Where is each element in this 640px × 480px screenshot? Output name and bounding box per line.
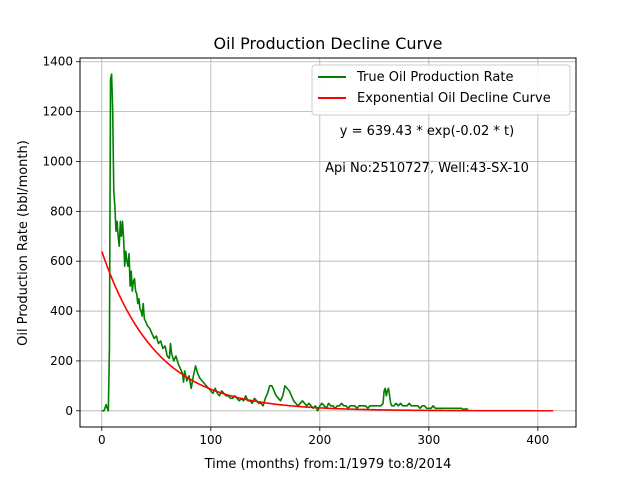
legend: True Oil Production Rate Exponential Oil… — [311, 64, 571, 116]
x-tick-label: 300 — [417, 433, 440, 447]
series-line-true-oil-production-rate — [101, 73, 469, 412]
y-tick-label: 1400 — [42, 55, 73, 69]
legend-label-true-rate: True Oil Production Rate — [356, 70, 513, 85]
legend-box — [311, 64, 571, 116]
y-tick-label: 800 — [50, 204, 73, 218]
plot-frame — [79, 57, 577, 428]
tick-layer: 0 100 200 300 400 0 200 400 600 800 1000 1200 1400 — [42, 55, 549, 447]
equation-annotation: y = 639.43 * exp(-0.02 * t) — [340, 124, 514, 139]
y-tick-label: 400 — [50, 304, 73, 318]
x-tick-label: 0 — [98, 433, 106, 447]
x-tick-label: 200 — [308, 433, 331, 447]
legend-label-exponential: Exponential Oil Decline Curve — [357, 91, 551, 106]
well-annotation: Api No:2510727, Well:43-SX-10 — [325, 161, 529, 176]
grid-layer — [80, 58, 576, 427]
x-tick-label: 100 — [199, 433, 222, 447]
chart-title: Oil Production Decline Curve — [214, 34, 443, 53]
plot-layer — [101, 73, 554, 412]
y-tick-label: 1200 — [42, 105, 73, 119]
y-tick-label: 1000 — [42, 154, 73, 168]
x-axis-label: Time (months) from:1/1979 to:8/2014 — [204, 457, 452, 472]
series-line-exponential-decline-curve — [101, 251, 554, 412]
y-axis-label: Oil Production Rate (bbl/month) — [16, 140, 31, 346]
y-tick-label: 200 — [50, 354, 73, 368]
x-tick-label: 400 — [526, 433, 549, 447]
y-tick-label: 0 — [65, 404, 73, 418]
y-tick-label: 600 — [50, 254, 73, 268]
